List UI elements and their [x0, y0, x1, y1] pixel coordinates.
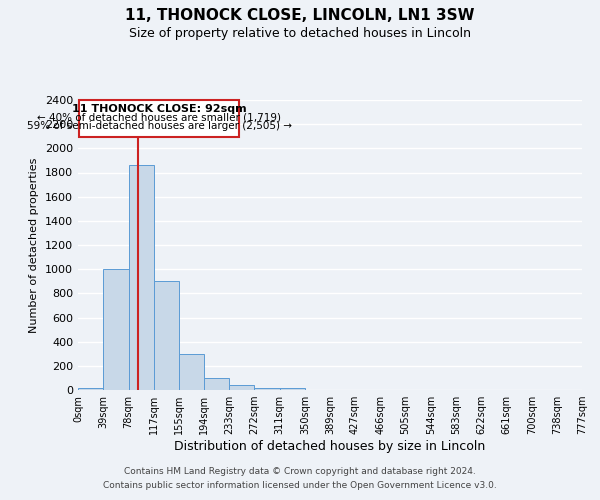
Text: 59% of semi-detached houses are larger (2,505) →: 59% of semi-detached houses are larger (… [26, 121, 292, 131]
Text: Size of property relative to detached houses in Lincoln: Size of property relative to detached ho… [129, 28, 471, 40]
Bar [229, 385, 254, 390]
Bar [179, 354, 204, 390]
FancyBboxPatch shape [79, 100, 239, 138]
Text: 11, THONOCK CLOSE, LINCOLN, LN1 3SW: 11, THONOCK CLOSE, LINCOLN, LN1 3SW [125, 8, 475, 22]
Bar [128, 165, 154, 390]
Bar [204, 378, 229, 390]
Text: Contains HM Land Registry data © Crown copyright and database right 2024.: Contains HM Land Registry data © Crown c… [124, 467, 476, 476]
Bar [103, 269, 128, 390]
Text: Contains public sector information licensed under the Open Government Licence v3: Contains public sector information licen… [103, 481, 497, 490]
Bar [154, 281, 179, 390]
Text: 11 THONOCK CLOSE: 92sqm: 11 THONOCK CLOSE: 92sqm [72, 104, 247, 114]
Bar [280, 388, 305, 390]
Bar [254, 388, 280, 390]
Text: ← 40% of detached houses are smaller (1,719): ← 40% of detached houses are smaller (1,… [37, 112, 281, 122]
Bar [78, 388, 103, 390]
X-axis label: Distribution of detached houses by size in Lincoln: Distribution of detached houses by size … [175, 440, 485, 453]
Y-axis label: Number of detached properties: Number of detached properties [29, 158, 40, 332]
